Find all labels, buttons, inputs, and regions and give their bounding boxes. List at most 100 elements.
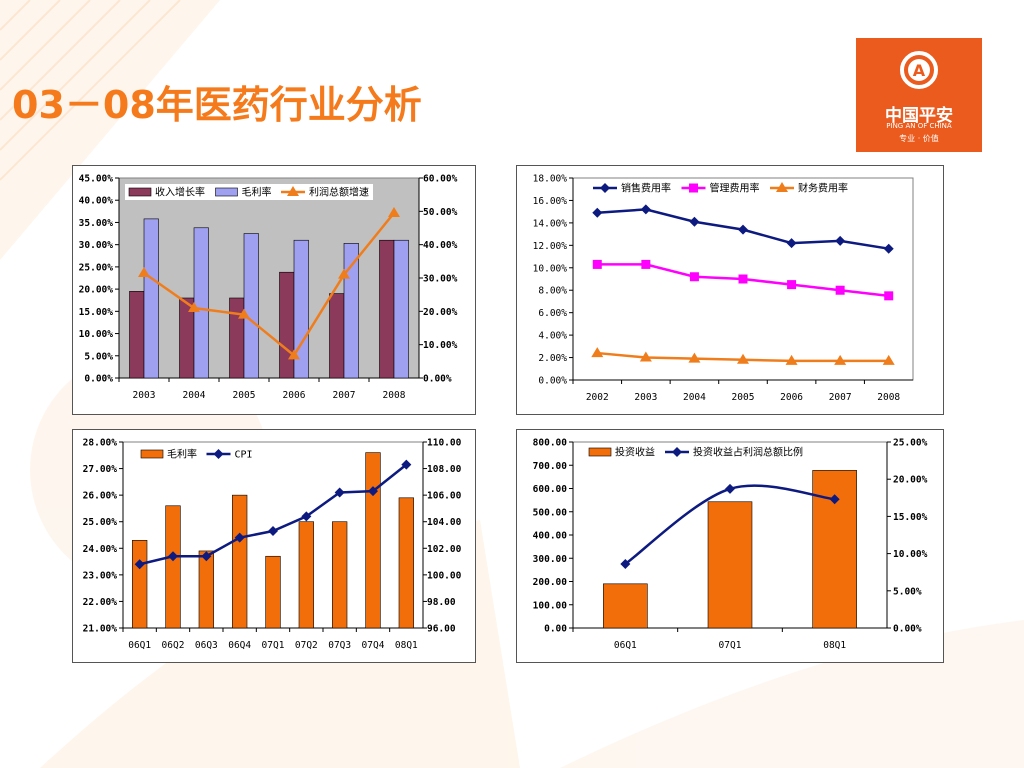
left-axis-tick-label: 12.00%: [533, 241, 568, 252]
legend-label: 毛利率: [167, 448, 197, 461]
legend-marker: [287, 186, 299, 196]
bar-2: [343, 243, 359, 379]
bar-1: [129, 291, 145, 379]
x-axis-category-label: 06Q4: [228, 640, 251, 651]
bar-1: [165, 505, 181, 629]
bar-1: [707, 501, 753, 629]
data-point-marker: [388, 207, 400, 217]
chart-legend: 毛利率 CPI: [137, 446, 287, 462]
left-axis-tick-label: 30.00%: [79, 240, 114, 251]
right-axis-tick-label: 110.00: [427, 438, 462, 449]
data-point-marker: [725, 483, 735, 494]
x-axis-category-label: 08Q1: [823, 640, 846, 651]
left-axis-tick-label: 500.00: [533, 507, 568, 518]
data-point-marker: [738, 274, 748, 284]
left-axis-tick-label: 14.00%: [533, 218, 568, 229]
legend-marker: [600, 183, 610, 193]
right-axis-tick-label: 25.00%: [893, 438, 928, 449]
left-axis-tick-label: 10.00%: [79, 329, 114, 340]
left-axis-tick-label: 18.00%: [533, 174, 568, 185]
data-point-marker: [785, 354, 798, 365]
bar-1: [132, 540, 148, 629]
chart-legend: 收入增长率 毛利率 利润总额增速: [125, 184, 373, 200]
data-point-marker: [689, 216, 700, 227]
data-point-marker: [738, 224, 748, 235]
left-axis-tick-label: 16.00%: [533, 196, 568, 207]
x-axis-category-label: 06Q1: [128, 640, 151, 651]
chart-legend: 销售费用率 管理费用率 财务费用率: [589, 180, 869, 196]
bar-1: [279, 271, 295, 379]
legend-swatch: [588, 447, 612, 457]
data-point-marker: [268, 526, 278, 537]
left-axis-tick-label: 6.00%: [538, 308, 567, 319]
right-axis-tick-label: 10.00%: [423, 340, 458, 351]
left-axis-tick-label: 15.00%: [79, 307, 114, 318]
slide-title: 03－08年医药行业分析: [12, 83, 422, 127]
bar-2: [143, 218, 159, 379]
chart-revenue-margin-profit: 0.00% 5.00% 10.00% 15.00% 20.00% 25.00% 30.00%…: [79, 174, 458, 402]
x-axis-category-label: 07Q2: [295, 640, 318, 651]
data-point-marker: [640, 204, 651, 215]
bar-1: [603, 583, 648, 629]
chart-panel-1: 0.00% 5.00% 10.00% 15.00% 20.00% 25.00% 30.00%…: [72, 165, 476, 415]
left-axis-tick-label: 300.00: [533, 554, 568, 565]
logo-name-cn: 中国平安: [885, 106, 953, 126]
left-axis-tick-label: 400.00: [533, 531, 568, 542]
left-axis-tick-label: 25.00%: [83, 517, 118, 528]
legend-label: 管理费用率: [710, 182, 760, 195]
legend-marker: [213, 449, 224, 459]
bar-1: [379, 239, 395, 379]
right-axis-tick-label: 106.00: [427, 491, 462, 502]
data-point-marker: [834, 354, 847, 365]
left-axis-tick-label: 0.00: [544, 624, 567, 635]
right-axis-tick-label: 30.00%: [423, 274, 458, 285]
data-point-marker: [835, 235, 846, 246]
x-axis-category-label: 2008: [877, 392, 900, 403]
right-axis-tick-label: 60.00%: [423, 174, 458, 185]
left-axis-tick-label: 0.00%: [538, 376, 567, 387]
left-axis-tick-label: 22.00%: [83, 597, 118, 608]
legend-box: [585, 444, 845, 460]
chart-margin-vs-cpi: 21.00% 22.00% 23.00% 24.00% 25.00% 26.00% 27.0…: [83, 438, 462, 652]
left-axis-tick-label: 600.00: [533, 484, 568, 495]
company-logo: A 中国平安 PING AN OF CHINA 专业 · 价值: [856, 38, 982, 152]
bar-1: [298, 521, 314, 629]
left-axis-tick-label: 40.00%: [79, 196, 114, 207]
data-point-marker: [338, 268, 350, 279]
right-axis-tick-label: 15.00%: [893, 512, 928, 523]
x-axis-category-label: 08Q1: [395, 640, 418, 651]
data-point-marker: [641, 259, 651, 269]
x-axis-category-label: 07Q3: [328, 640, 351, 651]
plot-area: [118, 177, 420, 379]
data-point-marker: [592, 259, 602, 269]
x-axis-category-label: 2003: [634, 392, 657, 403]
left-axis-tick-label: 35.00%: [79, 218, 114, 229]
bar-1: [265, 555, 281, 629]
left-axis-tick-label: 28.00%: [83, 438, 118, 449]
legend-marker: [672, 447, 682, 457]
legend-marker: [689, 183, 698, 193]
chart-panel-4: 0.00 100.00 200.00 300.00 400.00 500.00 600.00…: [516, 429, 944, 663]
data-point-marker: [591, 347, 604, 358]
bar-2: [243, 233, 259, 379]
logo-name-en: PING AN OF CHINA: [886, 122, 952, 130]
legend-label: CPI: [235, 450, 253, 461]
logo-emblem-icon: A: [900, 51, 938, 89]
x-axis-category-label: 06Q3: [195, 640, 218, 651]
left-axis-tick-label: 20.00%: [79, 285, 114, 296]
chart-expense-ratios: 0.00% 2.00% 4.00% 6.00% 8.00% 10.00% 12.00% 14.…: [533, 174, 914, 403]
legend-label: 投资收益: [615, 446, 655, 459]
x-axis-category-label: 2004: [683, 392, 706, 403]
bar-2: [193, 227, 209, 379]
data-point-marker: [639, 351, 652, 362]
x-axis-category-label: 2004: [183, 390, 206, 401]
x-axis-category-label: 07Q1: [262, 640, 285, 651]
legend-swatch: [128, 187, 152, 197]
data-point-marker: [835, 285, 845, 295]
legend-label: 毛利率: [242, 186, 272, 199]
left-axis-tick-label: 10.00%: [533, 263, 568, 274]
x-axis-category-label: 2002: [586, 392, 609, 403]
left-axis-tick-label: 8.00%: [538, 286, 567, 297]
bar-2: [393, 239, 409, 379]
data-point-marker: [134, 559, 145, 570]
